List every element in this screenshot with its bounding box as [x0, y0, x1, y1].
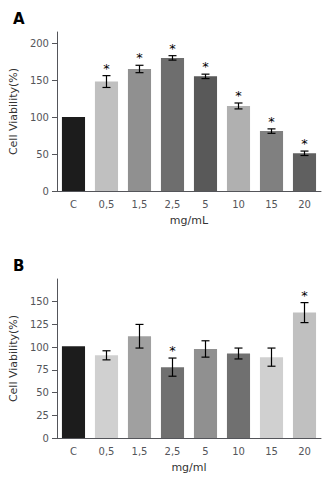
svg-text:C: C — [70, 446, 77, 457]
svg-text:150: 150 — [30, 75, 49, 86]
svg-text:5: 5 — [202, 199, 208, 210]
svg-text:0,5: 0,5 — [99, 446, 115, 457]
svg-text:*: * — [103, 61, 110, 76]
svg-text:10: 10 — [232, 199, 245, 210]
svg-text:*: * — [268, 114, 275, 129]
svg-text:mg/mL: mg/mL — [170, 214, 209, 227]
svg-text:125: 125 — [30, 319, 49, 330]
svg-text:15: 15 — [265, 199, 278, 210]
svg-text:Cell Viability(%): Cell Viability(%) — [7, 68, 20, 155]
svg-text:*: * — [235, 88, 242, 103]
svg-text:200: 200 — [30, 38, 49, 49]
svg-text:50: 50 — [36, 387, 49, 398]
svg-text:0: 0 — [43, 186, 49, 197]
svg-text:2,5: 2,5 — [165, 446, 181, 457]
svg-text:25: 25 — [36, 410, 49, 421]
svg-text:C: C — [70, 199, 77, 210]
svg-text:5: 5 — [202, 446, 208, 457]
svg-text:150: 150 — [30, 296, 49, 307]
svg-text:*: * — [301, 136, 308, 151]
svg-text:*: * — [202, 59, 209, 74]
svg-text:50: 50 — [36, 149, 49, 160]
svg-text:0,5: 0,5 — [99, 199, 115, 210]
svg-text:15: 15 — [265, 446, 278, 457]
svg-text:100: 100 — [30, 112, 49, 123]
svg-text:10: 10 — [232, 446, 245, 457]
svg-text:20: 20 — [298, 446, 311, 457]
svg-text:*: * — [136, 50, 143, 65]
svg-text:*: * — [169, 343, 176, 358]
svg-text:mg/ml: mg/ml — [171, 461, 206, 474]
svg-text:1,5: 1,5 — [132, 446, 148, 457]
svg-text:*: * — [169, 41, 176, 56]
svg-text:Cell Viability(%): Cell Viability(%) — [7, 315, 20, 402]
svg-text:100: 100 — [30, 342, 49, 353]
svg-text:75: 75 — [36, 364, 49, 375]
svg-text:1,5: 1,5 — [132, 199, 148, 210]
svg-text:2,5: 2,5 — [165, 199, 181, 210]
svg-text:*: * — [301, 288, 308, 303]
svg-text:0: 0 — [43, 433, 49, 444]
svg-text:20: 20 — [298, 199, 311, 210]
svg-text:A: A — [13, 10, 25, 28]
svg-text:B: B — [13, 257, 24, 275]
